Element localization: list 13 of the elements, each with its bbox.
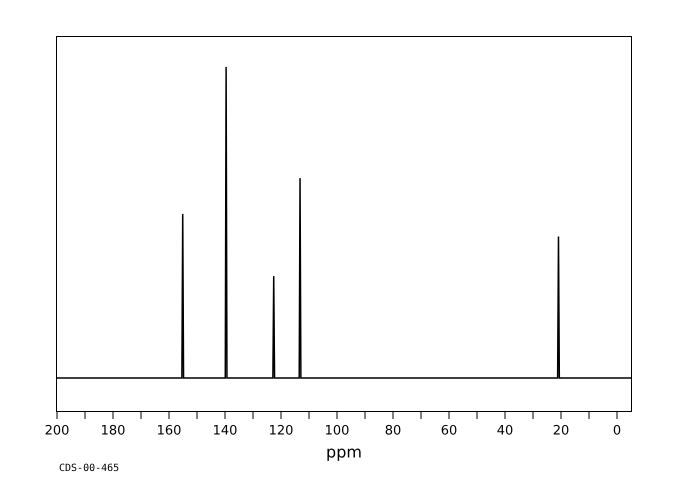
x-tick-label: 40 — [496, 424, 514, 439]
x-tick-label: 100 — [324, 424, 350, 439]
x-tick-label: 200 — [44, 424, 70, 439]
text: CDS-00-465 — [59, 463, 120, 474]
x-axis-title: ppm — [326, 442, 362, 462]
x-tick-label: 140 — [212, 424, 238, 439]
x-tick-label: 0 — [612, 424, 622, 439]
x-tick-label: 20 — [552, 424, 570, 439]
x-tick-label: 160 — [156, 424, 182, 439]
x-tick-label: 80 — [384, 424, 402, 439]
x-tick-label: 60 — [440, 424, 458, 439]
x-tick-label: 180 — [100, 424, 126, 439]
x-tick-label: 120 — [268, 424, 294, 439]
